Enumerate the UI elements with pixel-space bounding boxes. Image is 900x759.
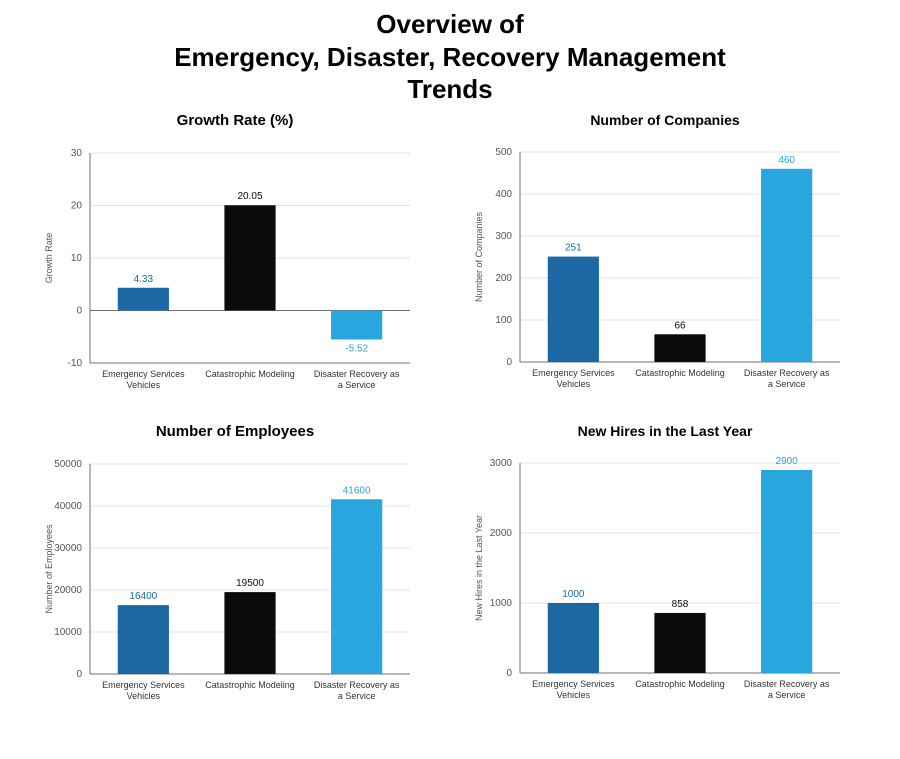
category-label: Disaster Recovery as [744,679,830,689]
title-line-1: Overview of [376,9,523,39]
category-label: Emergency Services [532,368,615,378]
bar-value-label: 16400 [129,591,157,602]
bar-value-label: 41600 [343,485,371,496]
category-label: Emergency Services [102,369,185,379]
panel-growth-rate: Growth Rate (%) -10 0 10 20 30 Growth Rate 4.3… [30,112,440,413]
bar [654,334,705,362]
bar-value-label: 66 [674,320,686,331]
dashboard-page: Overview of Emergency, Disaster, Recover… [0,0,900,759]
panel-title-growth: Growth Rate (%) [30,112,440,129]
svg-text:New Hires in the Last Year: New Hires in the Last Year [474,514,484,620]
category-label: Emergency Services [532,679,615,689]
bar [224,205,275,310]
category-label: Disaster Recovery as [744,368,830,378]
svg-text:200: 200 [495,273,512,284]
svg-text:2000: 2000 [490,528,513,539]
svg-text:10: 10 [71,253,83,264]
svg-text:400: 400 [495,189,512,200]
category-label: Catastrophic Modeling [205,680,295,690]
bar [118,605,169,674]
panel-title-hires: New Hires in the Last Year [460,423,870,439]
panel-title-employees: Number of Employees [30,423,440,440]
bar-value-label: 19500 [236,578,264,589]
svg-text:40000: 40000 [54,501,82,512]
bar [548,603,599,673]
bar [761,470,812,673]
bar-value-label: 4.33 [134,273,154,284]
title-line-2: Emergency, Disaster, Recovery Management [174,42,726,72]
page-title: Overview of Emergency, Disaster, Recover… [0,8,900,106]
svg-text:100: 100 [495,315,512,326]
chart-companies: 0 100 200 300 400 500 Number of Companies 251 Em… [460,132,860,412]
category-label: Vehicles [127,691,161,701]
category-label: a Service [768,690,806,700]
bar [118,287,169,310]
bar-value-label: 460 [778,154,795,165]
svg-text:0: 0 [76,305,82,316]
svg-text:-10: -10 [68,358,83,369]
chart-hires: 0 1000 2000 3000 New Hires in the Last Year 1… [460,443,860,723]
category-label: Disaster Recovery as [314,680,400,690]
panel-employees: Number of Employees 0 10000 20000 30000 4000… [30,423,440,724]
bar-value-label: 1000 [562,589,585,600]
svg-text:10000: 10000 [54,627,82,638]
chart-grid: Growth Rate (%) -10 0 10 20 30 Growth Rate 4.3… [0,112,900,734]
chart-growth-rate: -10 0 10 20 30 Growth Rate 4.33 Emergency Servi… [30,133,430,413]
category-label: a Service [768,379,806,389]
category-label: Disaster Recovery as [314,369,400,379]
category-label: Vehicles [127,380,161,390]
bar [224,592,275,674]
svg-text:0: 0 [506,668,512,679]
svg-text:0: 0 [76,669,82,680]
svg-text:20000: 20000 [54,585,82,596]
svg-text:30000: 30000 [54,543,82,554]
svg-text:500: 500 [495,147,512,158]
bar-value-label: 20.05 [237,191,262,202]
svg-text:Number of Companies: Number of Companies [474,211,484,302]
title-line-3: Trends [407,74,492,104]
svg-text:20: 20 [71,200,83,211]
category-label: Catastrophic Modeling [635,368,725,378]
svg-text:1000: 1000 [490,598,513,609]
bar [331,310,382,339]
category-label: a Service [338,691,376,701]
bar-value-label: 251 [565,242,582,253]
bar-value-label: -5.52 [345,343,368,354]
panel-hires: New Hires in the Last Year 0 1000 2000 3000… [460,423,870,724]
bar [761,168,812,361]
bar [654,612,705,672]
svg-text:3000: 3000 [490,458,513,469]
svg-text:Number of Employees: Number of Employees [44,523,54,613]
svg-text:50000: 50000 [54,459,82,470]
category-label: Catastrophic Modeling [635,679,725,689]
category-label: Catastrophic Modeling [205,369,295,379]
svg-text:300: 300 [495,231,512,242]
bar-value-label: 858 [672,598,689,609]
category-label: Vehicles [557,379,591,389]
bar [331,499,382,674]
svg-text:Growth Rate: Growth Rate [44,232,54,283]
panel-companies: Number of Companies 0 100 200 300 400 500 Numb… [460,112,870,413]
category-label: Vehicles [557,690,591,700]
bar-value-label: 2900 [776,456,799,467]
svg-text:30: 30 [71,148,83,159]
category-label: Emergency Services [102,680,185,690]
svg-text:0: 0 [506,357,512,368]
bar [548,256,599,361]
chart-employees: 0 10000 20000 30000 40000 50000 Number of Empl… [30,444,430,724]
panel-title-companies: Number of Companies [460,112,870,128]
category-label: a Service [338,380,376,390]
